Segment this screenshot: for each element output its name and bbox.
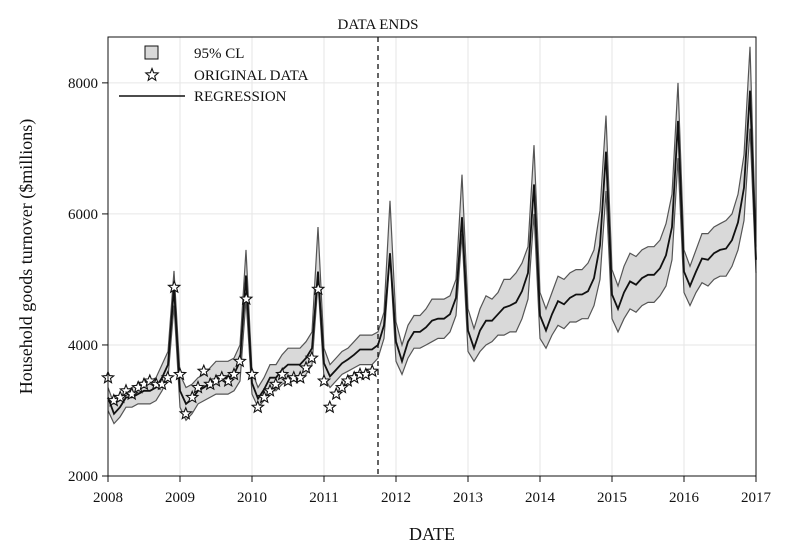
data-point-star — [311, 281, 326, 296]
legend-label-band: 95% CL — [194, 46, 244, 62]
data-point-star — [304, 350, 319, 365]
data-point-star — [221, 373, 236, 388]
data-point-star — [185, 389, 200, 404]
data-point-star — [232, 353, 247, 368]
x-axis-title: DATE — [409, 524, 455, 544]
x-tick-label: 2008 — [93, 490, 123, 506]
x-tick-label: 2012 — [381, 490, 411, 506]
y-tick-label: 6000 — [68, 207, 98, 223]
data-point-star — [322, 399, 337, 414]
data-point-star — [275, 366, 290, 381]
x-tick-label: 2009 — [165, 490, 195, 506]
data-point-star — [196, 363, 211, 378]
confidence-band — [107, 46, 757, 425]
x-tick-label: 2016 — [669, 490, 700, 506]
data-point-star — [250, 399, 265, 414]
band-upper-edge — [107, 46, 757, 405]
x-axis-ticks: 2008 2009 2010 2011 2012 2013 2014 2015 2016 2017 — [93, 476, 772, 506]
data-point-star — [334, 379, 350, 394]
data-point-star — [244, 366, 260, 381]
data-point-star — [178, 406, 193, 420]
data-point-star — [365, 363, 380, 378]
data-point-star — [172, 366, 188, 381]
data-point-star — [142, 373, 157, 388]
legend-label-regression: REGRESSION — [194, 89, 287, 105]
data-point-star — [268, 376, 283, 391]
data-point-star — [226, 366, 242, 381]
data-point-star — [239, 291, 254, 306]
data-point-star — [118, 383, 134, 397]
legend: 95% CL ORIGINAL DATA REGRESSION — [119, 45, 309, 105]
band-lower-edge — [107, 128, 757, 425]
y-tick-label: 8000 — [68, 76, 98, 92]
y-tick-label: 2000 — [68, 469, 98, 485]
data-point-star — [293, 370, 308, 384]
x-tick-label: 2017 — [741, 490, 772, 506]
data-ends-label: DATA ENDS — [338, 17, 419, 33]
data-point-star — [316, 373, 332, 387]
data-point-star — [262, 383, 278, 397]
legend-star-icon — [144, 66, 160, 82]
y-axis-ticks: 2000 4000 6000 8000 — [68, 76, 108, 485]
data-point-star — [214, 370, 229, 384]
y-tick-label: 4000 — [68, 338, 98, 354]
y-axis-title: Household goods turnover ($millions) — [16, 119, 37, 394]
x-tick-label: 2015 — [597, 490, 627, 506]
data-point-star — [190, 379, 206, 394]
plot-frame — [107, 36, 757, 477]
original-data-points — [100, 279, 380, 420]
x-tick-label: 2014 — [525, 490, 556, 506]
data-point-star — [113, 389, 128, 404]
x-tick-label: 2013 — [453, 490, 483, 506]
x-tick-label: 2010 — [237, 490, 267, 506]
x-tick-label: 2011 — [309, 490, 338, 506]
data-point-star — [329, 386, 344, 401]
data-point-star — [160, 370, 175, 384]
legend-band-swatch — [144, 45, 159, 60]
data-point-star — [257, 389, 272, 404]
data-point-star — [167, 279, 182, 294]
data-point-star — [154, 376, 170, 391]
data-point-star — [298, 360, 314, 374]
legend-label-data: ORIGINAL DATA — [194, 68, 309, 84]
